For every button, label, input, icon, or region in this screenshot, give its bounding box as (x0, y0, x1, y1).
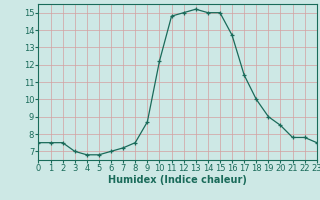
X-axis label: Humidex (Indice chaleur): Humidex (Indice chaleur) (108, 175, 247, 185)
